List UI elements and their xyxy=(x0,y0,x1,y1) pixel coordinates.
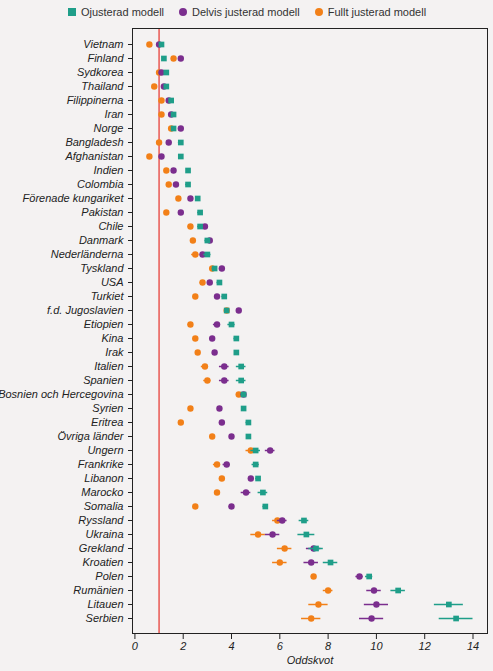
svg-text:Kina: Kina xyxy=(101,332,123,344)
svg-text:Syrien: Syrien xyxy=(92,402,123,414)
svg-text:Danmark: Danmark xyxy=(79,234,124,246)
svg-text:Bosnien och Hercegovina: Bosnien och Hercegovina xyxy=(0,388,124,400)
svg-text:14: 14 xyxy=(467,640,479,652)
html-text:Delvis justerad modell: Delvis justerad modell xyxy=(192,6,300,18)
svg-text:Italien: Italien xyxy=(94,360,123,372)
svg-text:Polen: Polen xyxy=(95,570,123,582)
svg-text:Frankrike: Frankrike xyxy=(78,458,124,470)
svg-text:Filippinerna: Filippinerna xyxy=(67,94,124,106)
svg-text:Vietnam: Vietnam xyxy=(83,38,123,50)
svg-text:Turkiet: Turkiet xyxy=(91,290,125,302)
svg-text:Tyskland: Tyskland xyxy=(80,262,124,274)
svg-text:Övriga länder: Övriga länder xyxy=(57,430,124,442)
svg-text:Kroatien: Kroatien xyxy=(83,556,124,568)
svg-text:Indien: Indien xyxy=(94,164,124,176)
svg-text:12: 12 xyxy=(419,640,431,652)
svg-text:Libanon: Libanon xyxy=(84,472,123,484)
svg-text:Sydkorea: Sydkorea xyxy=(77,66,123,78)
svg-text:Pakistan: Pakistan xyxy=(81,206,123,218)
svg-text:Eritrea: Eritrea xyxy=(91,416,123,428)
svg-text:Förenade kungariket: Förenade kungariket xyxy=(23,192,125,204)
svg-text:Rumänien: Rumänien xyxy=(73,584,123,596)
svg-text:USA: USA xyxy=(101,276,124,288)
svg-text:Colombia: Colombia xyxy=(77,178,123,190)
svg-text:Grekland: Grekland xyxy=(79,542,125,554)
svg-text:Iran: Iran xyxy=(105,108,124,120)
svg-text:Bangladesh: Bangladesh xyxy=(65,136,123,148)
svg-text:4: 4 xyxy=(228,640,234,652)
svg-text:Chile: Chile xyxy=(98,220,123,232)
svg-text:Afghanistan: Afghanistan xyxy=(64,150,123,162)
svg-text:Etiopien: Etiopien xyxy=(84,318,124,330)
svg-text:Finland: Finland xyxy=(87,52,124,64)
svg-text:Marocko: Marocko xyxy=(81,486,123,498)
svg-text:f.d. Jugoslavien: f.d. Jugoslavien xyxy=(47,304,123,316)
svg-text:10: 10 xyxy=(370,640,383,652)
svg-text:Ryssland: Ryssland xyxy=(78,514,124,526)
svg-text:Nederländerna: Nederländerna xyxy=(51,248,124,260)
svg-text:Oddskvot: Oddskvot xyxy=(287,654,334,666)
html-text:Fullt justerad modell: Fullt justerad modell xyxy=(327,6,427,18)
svg-text:Serbien: Serbien xyxy=(86,612,124,624)
svg-text:Irak: Irak xyxy=(105,346,124,358)
html-text:Ojusterad modell: Ojusterad modell xyxy=(80,6,164,18)
svg-text:8: 8 xyxy=(325,640,332,652)
svg-text:Thailand: Thailand xyxy=(81,80,124,92)
svg-text:Somalia: Somalia xyxy=(84,500,124,512)
svg-text:Spanien: Spanien xyxy=(83,374,123,386)
svg-text:2: 2 xyxy=(179,640,186,652)
svg-text:Norge: Norge xyxy=(94,122,124,134)
svg-text:Ungern: Ungern xyxy=(87,444,123,456)
svg-text:6: 6 xyxy=(277,640,284,652)
svg-text:Ukraina: Ukraina xyxy=(86,528,124,540)
svg-text:0: 0 xyxy=(132,640,139,652)
svg-text:Litauen: Litauen xyxy=(87,598,123,610)
